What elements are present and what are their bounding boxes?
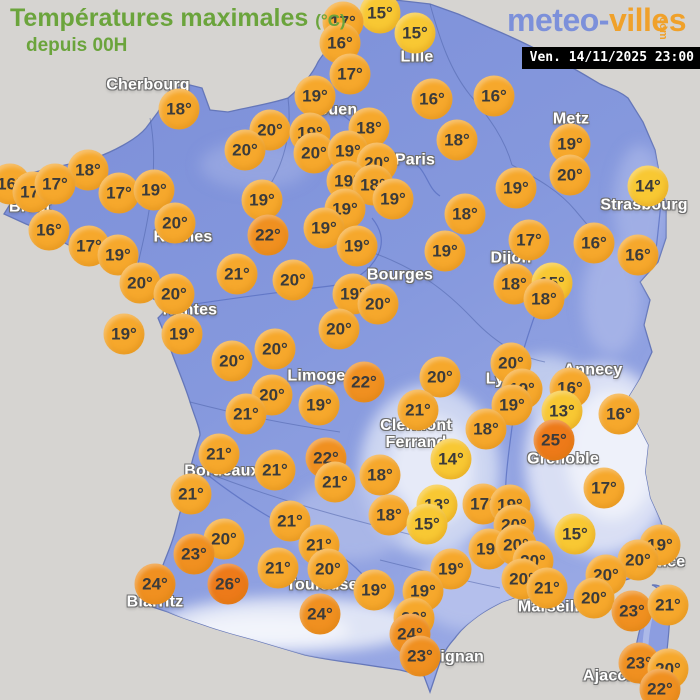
- temp-marker: 18°: [359, 454, 401, 496]
- temp-marker: 20°: [357, 283, 399, 325]
- temp-marker: 22°: [247, 214, 289, 256]
- logo-part-orange: villes: [608, 2, 687, 38]
- temp-marker: 16°: [573, 222, 615, 264]
- temp-marker: 17°: [583, 467, 625, 509]
- temp-marker: 20°: [318, 308, 360, 350]
- temp-marker: 21°: [170, 473, 212, 515]
- temp-marker: 22°: [343, 361, 385, 403]
- temp-marker: 19°: [298, 384, 340, 426]
- temp-marker: 19°: [303, 207, 345, 249]
- temp-marker: 16°: [28, 209, 70, 251]
- temp-marker: 19°: [241, 179, 283, 221]
- temp-marker: 18°: [444, 193, 486, 235]
- temp-marker: 18°: [523, 278, 565, 320]
- logo-suffix: .com: [657, 14, 670, 40]
- temp-marker: 17°: [98, 172, 140, 214]
- temp-marker: 20°: [549, 154, 591, 196]
- temp-marker: 25°: [533, 419, 575, 461]
- temp-marker: 20°: [211, 340, 253, 382]
- temp-marker: 16°: [473, 75, 515, 117]
- temp-marker: 22°: [639, 668, 681, 700]
- temp-marker: 19°: [424, 230, 466, 272]
- temp-marker: 18°: [368, 494, 410, 536]
- temp-marker: 21°: [526, 567, 568, 609]
- city-label: Metz: [552, 110, 590, 128]
- temp-marker: 24°: [299, 593, 341, 635]
- temp-marker: 18°: [465, 408, 507, 450]
- temp-marker: 20°: [224, 129, 266, 171]
- temp-marker: 20°: [154, 202, 196, 244]
- temp-marker: 20°: [272, 259, 314, 301]
- temp-marker: 20°: [153, 273, 195, 315]
- meteo-villes-logo[interactable]: meteo-villes .com: [507, 2, 687, 40]
- logo-part-blue: meteo-: [507, 2, 609, 38]
- temp-marker: 20°: [307, 548, 349, 590]
- temp-marker: 14°: [430, 438, 472, 480]
- temp-marker: 19°: [103, 313, 145, 355]
- temp-marker: 16°: [411, 78, 453, 120]
- temp-marker: 26°: [207, 563, 249, 605]
- temp-marker: 19°: [336, 225, 378, 267]
- temp-marker: 15°: [359, 0, 401, 34]
- temp-marker: 21°: [257, 547, 299, 589]
- temp-marker: 15°: [554, 513, 596, 555]
- temp-marker: 19°: [294, 75, 336, 117]
- temp-marker: 21°: [198, 433, 240, 475]
- temp-marker: 17°: [508, 219, 550, 261]
- temp-marker: 21°: [647, 584, 689, 626]
- temp-marker: 20°: [573, 577, 615, 619]
- temp-marker: 18°: [158, 88, 200, 130]
- city-label: Bourges: [366, 266, 434, 284]
- temp-marker: 19°: [133, 169, 175, 211]
- temp-marker: 16°: [617, 234, 659, 276]
- page-title: Températures maximales (°C): [10, 4, 346, 32]
- temp-marker: 19°: [161, 313, 203, 355]
- temp-marker: 19°: [495, 167, 537, 209]
- temp-marker: 24°: [134, 563, 176, 605]
- city-label: Cherbourg: [106, 76, 190, 94]
- temp-marker: 21°: [314, 461, 356, 503]
- temp-marker: 19°: [372, 178, 414, 220]
- subtitle: depuis 00H: [26, 35, 128, 56]
- temp-marker: 19°: [353, 569, 395, 611]
- temp-marker: 23°: [173, 533, 215, 575]
- temp-marker: 14°: [627, 165, 669, 207]
- temp-marker: 21°: [216, 253, 258, 295]
- temp-marker: 17°: [329, 53, 371, 95]
- temp-marker: 21°: [225, 393, 267, 435]
- temp-marker: 15°: [394, 12, 436, 54]
- datetime-badge: Ven. 14/11/2025 23:00: [521, 47, 700, 69]
- title-block: Températures maximales (°C) depuis 00H: [10, 4, 346, 57]
- temp-marker: 23°: [611, 590, 653, 632]
- temp-marker: 20°: [254, 328, 296, 370]
- city-label: Limoges: [287, 367, 355, 385]
- temp-marker: 15°: [406, 503, 448, 545]
- title-unit: (°C): [315, 11, 346, 30]
- temp-marker: 21°: [397, 389, 439, 431]
- temp-marker: 20°: [249, 109, 291, 151]
- temp-marker: 17°: [34, 163, 76, 205]
- temp-marker: 16°: [598, 393, 640, 435]
- temp-marker: 23°: [399, 635, 441, 677]
- city-label: Paris: [394, 151, 436, 169]
- temp-marker: 21°: [254, 449, 296, 491]
- temp-marker: 18°: [436, 119, 478, 161]
